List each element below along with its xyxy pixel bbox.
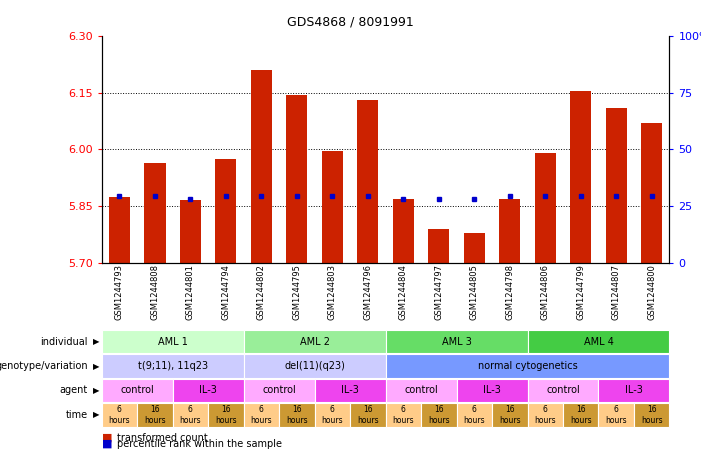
Text: AML 4: AML 4: [583, 337, 613, 347]
Text: 16
hours: 16 hours: [428, 405, 449, 424]
Text: AML 1: AML 1: [158, 337, 188, 347]
Bar: [641, 123, 662, 263]
Bar: [357, 101, 379, 263]
Bar: [286, 95, 308, 263]
Bar: [570, 91, 592, 263]
Text: ■: ■: [102, 439, 112, 449]
Text: 16
hours: 16 hours: [570, 405, 592, 424]
Text: 6
hours: 6 hours: [606, 405, 627, 424]
Bar: [428, 229, 449, 263]
Text: 16
hours: 16 hours: [286, 405, 308, 424]
Text: transformed count: transformed count: [117, 433, 207, 443]
Text: control: control: [121, 386, 154, 395]
Text: AML 2: AML 2: [299, 337, 329, 347]
Bar: [535, 153, 556, 263]
Text: control: control: [546, 386, 580, 395]
Text: 6
hours: 6 hours: [179, 405, 201, 424]
Text: time: time: [65, 410, 88, 420]
Bar: [251, 70, 272, 263]
Text: ▶: ▶: [93, 386, 99, 395]
Text: ▶: ▶: [93, 361, 99, 371]
Text: 6
hours: 6 hours: [322, 405, 343, 424]
Text: control: control: [404, 386, 438, 395]
Bar: [322, 151, 343, 263]
Text: 6
hours: 6 hours: [393, 405, 414, 424]
Text: genotype/variation: genotype/variation: [0, 361, 88, 371]
Text: IL-3: IL-3: [625, 386, 643, 395]
Text: 6
hours: 6 hours: [463, 405, 485, 424]
Bar: [144, 163, 165, 263]
Bar: [499, 198, 520, 263]
Text: 6
hours: 6 hours: [534, 405, 556, 424]
Text: ■: ■: [102, 433, 112, 443]
Text: AML 3: AML 3: [442, 337, 472, 347]
Text: 6
hours: 6 hours: [250, 405, 272, 424]
Text: agent: agent: [60, 386, 88, 395]
Text: 16
hours: 16 hours: [499, 405, 521, 424]
Bar: [463, 232, 485, 263]
Bar: [606, 108, 627, 263]
Text: individual: individual: [40, 337, 88, 347]
Bar: [109, 197, 130, 263]
Text: 16
hours: 16 hours: [357, 405, 379, 424]
Text: IL-3: IL-3: [483, 386, 501, 395]
Text: normal cytogenetics: normal cytogenetics: [477, 361, 578, 371]
Text: t(9;11), 11q23: t(9;11), 11q23: [137, 361, 207, 371]
Text: IL-3: IL-3: [341, 386, 359, 395]
Bar: [393, 198, 414, 263]
Text: 6
hours: 6 hours: [109, 405, 130, 424]
Text: 16
hours: 16 hours: [144, 405, 165, 424]
Text: IL-3: IL-3: [199, 386, 217, 395]
Text: ▶: ▶: [93, 410, 99, 419]
Text: 16
hours: 16 hours: [641, 405, 662, 424]
Bar: [215, 159, 236, 263]
Text: percentile rank within the sample: percentile rank within the sample: [117, 439, 282, 449]
Bar: [179, 200, 201, 263]
Text: 16
hours: 16 hours: [215, 405, 237, 424]
Text: GDS4868 / 8091991: GDS4868 / 8091991: [287, 16, 414, 29]
Text: control: control: [262, 386, 296, 395]
Text: ▶: ▶: [93, 337, 99, 346]
Text: del(11)(q23): del(11)(q23): [284, 361, 345, 371]
